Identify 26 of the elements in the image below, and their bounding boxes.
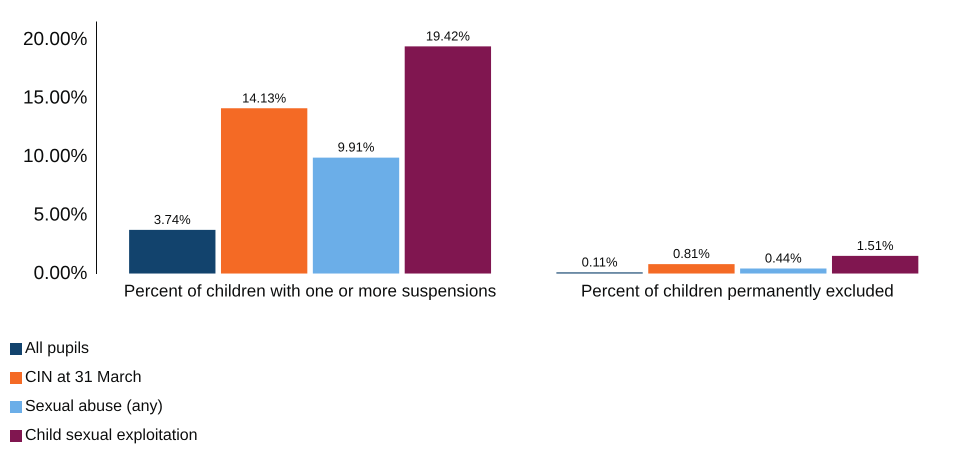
bar xyxy=(832,256,918,274)
bar xyxy=(648,264,735,274)
legend-label: All pupils xyxy=(25,340,90,358)
data-label: 0.81% xyxy=(672,246,710,262)
legend-label: CIN at 31 March xyxy=(25,368,142,386)
bar xyxy=(220,108,308,274)
bar xyxy=(129,230,216,274)
data-label: 19.42% xyxy=(426,28,470,44)
y-tick-label: 10.00% xyxy=(22,146,88,167)
data-label: 3.74% xyxy=(154,212,192,227)
legend-label: Sexual abuse (any) xyxy=(25,398,163,416)
x-tick-label: Percent of children with one or more suspensions xyxy=(124,281,496,300)
data-label: 9.91% xyxy=(338,140,375,155)
y-tick-label: 15.00% xyxy=(22,87,88,108)
bar xyxy=(404,46,492,274)
data-label: 14.13% xyxy=(242,90,287,106)
y-tick-label: 20.00% xyxy=(22,28,88,50)
bar xyxy=(740,268,826,274)
bar xyxy=(312,158,400,274)
x-tick-label: Percent of children permanently excluded xyxy=(580,281,894,300)
y-tick-label: 0.00% xyxy=(34,262,88,284)
data-label: 1.51% xyxy=(856,238,894,254)
legend-label: Child sexual exploitation xyxy=(25,426,198,444)
y-tick-label: 5.00% xyxy=(34,204,88,226)
data-label: 0.11% xyxy=(582,254,618,270)
data-label: 0.44% xyxy=(764,250,802,266)
